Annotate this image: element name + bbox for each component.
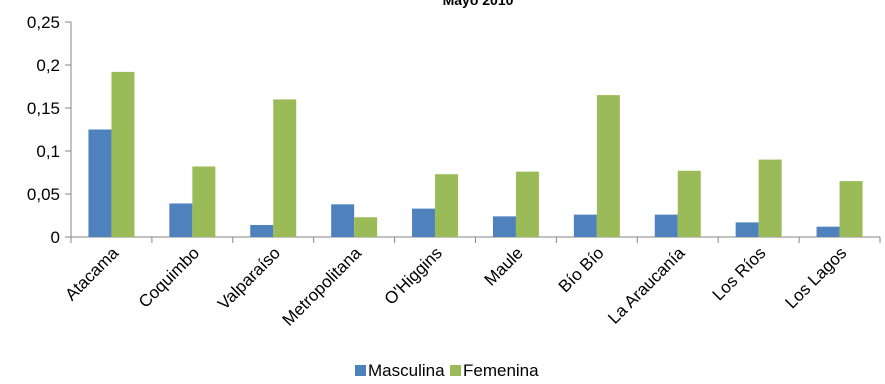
y-tick-label: 0,15 bbox=[27, 99, 60, 118]
bar-femenina-10 bbox=[839, 181, 863, 237]
bar-masculina-2 bbox=[169, 203, 193, 237]
bar-femenina-2 bbox=[192, 166, 216, 237]
x-tick-label: O'Higgins bbox=[381, 243, 446, 308]
bar-femenina-8 bbox=[677, 170, 701, 237]
legend-label-femenina: Femenina bbox=[463, 361, 539, 380]
bar-femenina-9 bbox=[758, 159, 782, 237]
bar-masculina-9 bbox=[735, 222, 759, 237]
legend-swatch-femenina bbox=[450, 365, 461, 376]
x-tick-label: Maule bbox=[481, 243, 527, 289]
bar-femenina-7 bbox=[596, 95, 620, 237]
bar-masculina-5 bbox=[412, 208, 436, 237]
bar-femenina-5 bbox=[435, 174, 459, 237]
y-tick-label: 0,05 bbox=[27, 185, 60, 204]
bars bbox=[88, 71, 863, 238]
bar-femenina-1 bbox=[111, 71, 135, 237]
y-tick-label: 0,1 bbox=[36, 142, 60, 161]
x-tick-label: Atacama bbox=[61, 243, 122, 304]
x-tick-label: Los Lagos bbox=[781, 243, 850, 312]
bar-masculina-3 bbox=[250, 224, 274, 237]
bar-masculina-4 bbox=[331, 204, 355, 237]
x-tick-label: Valparaíso bbox=[214, 243, 284, 313]
x-tick-label: Metropolitana bbox=[279, 243, 366, 330]
legend-label-masculina: Masculina bbox=[368, 361, 445, 380]
bar-masculina-1 bbox=[88, 129, 112, 237]
x-tick-label: Bío Bío bbox=[555, 243, 608, 296]
x-tick-label: Los Ríos bbox=[709, 243, 770, 304]
bar-masculina-10 bbox=[816, 226, 840, 237]
legend: Masculina Femenina bbox=[355, 361, 539, 380]
y-tick-label: 0 bbox=[51, 228, 60, 247]
x-tick-label: La Araucanía bbox=[604, 243, 689, 328]
bar-femenina-3 bbox=[273, 99, 297, 238]
axes: 0 0,05 0,1 0,15 0,2 0,25 bbox=[27, 13, 881, 247]
x-tick-label: Coquimbo bbox=[135, 243, 203, 311]
chart-title: Mayo 2010 bbox=[443, 0, 514, 8]
y-tick-label: 0,25 bbox=[27, 13, 60, 32]
bar-masculina-7 bbox=[573, 214, 597, 237]
bar-masculina-6 bbox=[492, 216, 516, 237]
bar-femenina-6 bbox=[515, 171, 539, 237]
legend-swatch-masculina bbox=[355, 365, 366, 376]
y-tick-label: 0,2 bbox=[36, 56, 60, 75]
bar-masculina-8 bbox=[654, 214, 678, 237]
bar-femenina-4 bbox=[354, 217, 378, 237]
